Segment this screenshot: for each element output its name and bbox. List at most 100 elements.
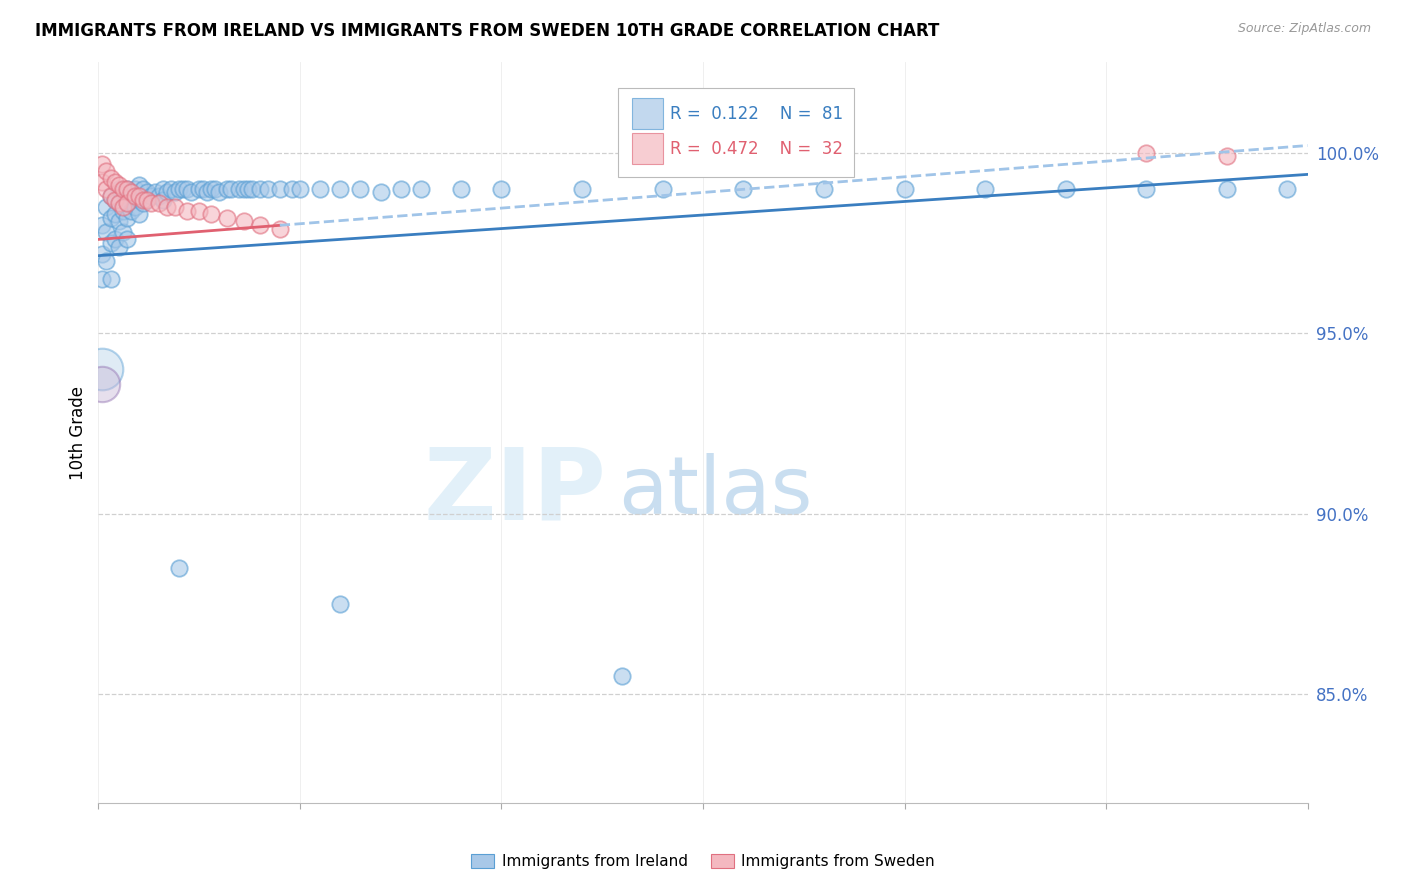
Point: [217, 182, 239, 196]
Point: [180, 186, 202, 200]
Point: [115, 196, 138, 211]
Point: [370, 186, 392, 200]
Point: [163, 200, 186, 214]
Point: [91, 247, 114, 261]
Point: [309, 182, 332, 196]
Point: [249, 182, 271, 196]
Point: [208, 186, 231, 200]
Point: [132, 182, 155, 196]
Point: [139, 196, 162, 211]
Point: [100, 272, 122, 286]
Y-axis label: 10th Grade: 10th Grade: [69, 385, 87, 480]
Legend: Immigrants from Ireland, Immigrants from Sweden: Immigrants from Ireland, Immigrants from…: [465, 848, 941, 875]
Point: [96, 182, 118, 196]
Point: [1054, 182, 1077, 196]
Point: [100, 211, 122, 225]
Point: [100, 171, 122, 186]
Point: [115, 182, 138, 196]
Point: [111, 186, 134, 200]
Point: [120, 203, 142, 218]
Point: [893, 182, 915, 196]
Point: [236, 182, 259, 196]
Point: [269, 182, 291, 196]
Point: [217, 211, 239, 225]
Point: [103, 193, 125, 207]
Point: [120, 186, 142, 200]
Point: [103, 175, 125, 189]
Point: [1216, 182, 1239, 196]
Point: [176, 203, 198, 218]
Point: [240, 182, 263, 196]
Point: [103, 232, 125, 246]
Point: [103, 207, 125, 221]
Point: [148, 196, 170, 211]
Point: [91, 156, 114, 170]
Point: [100, 235, 122, 250]
FancyBboxPatch shape: [631, 133, 664, 164]
Point: [491, 182, 513, 196]
Point: [329, 182, 352, 196]
Point: [115, 196, 138, 211]
Point: [124, 200, 146, 214]
Point: [249, 218, 271, 232]
Point: [143, 186, 166, 200]
Point: [813, 182, 835, 196]
Point: [195, 186, 218, 200]
Point: [115, 182, 138, 196]
Point: [200, 207, 222, 221]
Point: [132, 193, 155, 207]
Point: [733, 182, 755, 196]
Point: [128, 207, 150, 221]
Point: [115, 232, 138, 246]
Point: [160, 182, 183, 196]
Point: [269, 221, 291, 235]
Point: [124, 182, 146, 196]
Point: [232, 214, 254, 228]
Point: [132, 196, 155, 211]
Point: [115, 211, 138, 225]
Point: [256, 182, 278, 196]
Point: [91, 272, 114, 286]
Point: [128, 193, 150, 207]
Point: [167, 561, 190, 575]
Point: [152, 193, 174, 207]
Point: [188, 203, 211, 218]
Point: [91, 376, 114, 391]
Text: R =  0.472    N =  32: R = 0.472 N = 32: [671, 140, 844, 158]
Text: ZIP: ZIP: [423, 443, 606, 541]
FancyBboxPatch shape: [631, 98, 664, 129]
Point: [107, 196, 129, 211]
Point: [91, 362, 114, 376]
Point: [107, 196, 129, 211]
Text: Source: ZipAtlas.com: Source: ZipAtlas.com: [1237, 22, 1371, 36]
Point: [107, 178, 129, 193]
Point: [204, 182, 226, 196]
Point: [176, 182, 198, 196]
Point: [111, 225, 134, 239]
Point: [349, 182, 371, 196]
Point: [172, 182, 194, 196]
Point: [409, 182, 432, 196]
Point: [96, 254, 118, 268]
Point: [200, 182, 222, 196]
Point: [135, 186, 157, 200]
Point: [571, 182, 593, 196]
Point: [651, 182, 673, 196]
Point: [193, 182, 215, 196]
Point: [111, 182, 134, 196]
Point: [107, 214, 129, 228]
Point: [389, 182, 412, 196]
Point: [96, 225, 118, 239]
Point: [232, 182, 254, 196]
Point: [188, 182, 211, 196]
Point: [450, 182, 472, 196]
Point: [288, 182, 311, 196]
Point: [221, 182, 243, 196]
Point: [1135, 145, 1157, 160]
Point: [612, 669, 634, 683]
Point: [228, 182, 250, 196]
Point: [128, 178, 150, 193]
Point: [156, 200, 179, 214]
Point: [100, 189, 122, 203]
Point: [152, 182, 174, 196]
